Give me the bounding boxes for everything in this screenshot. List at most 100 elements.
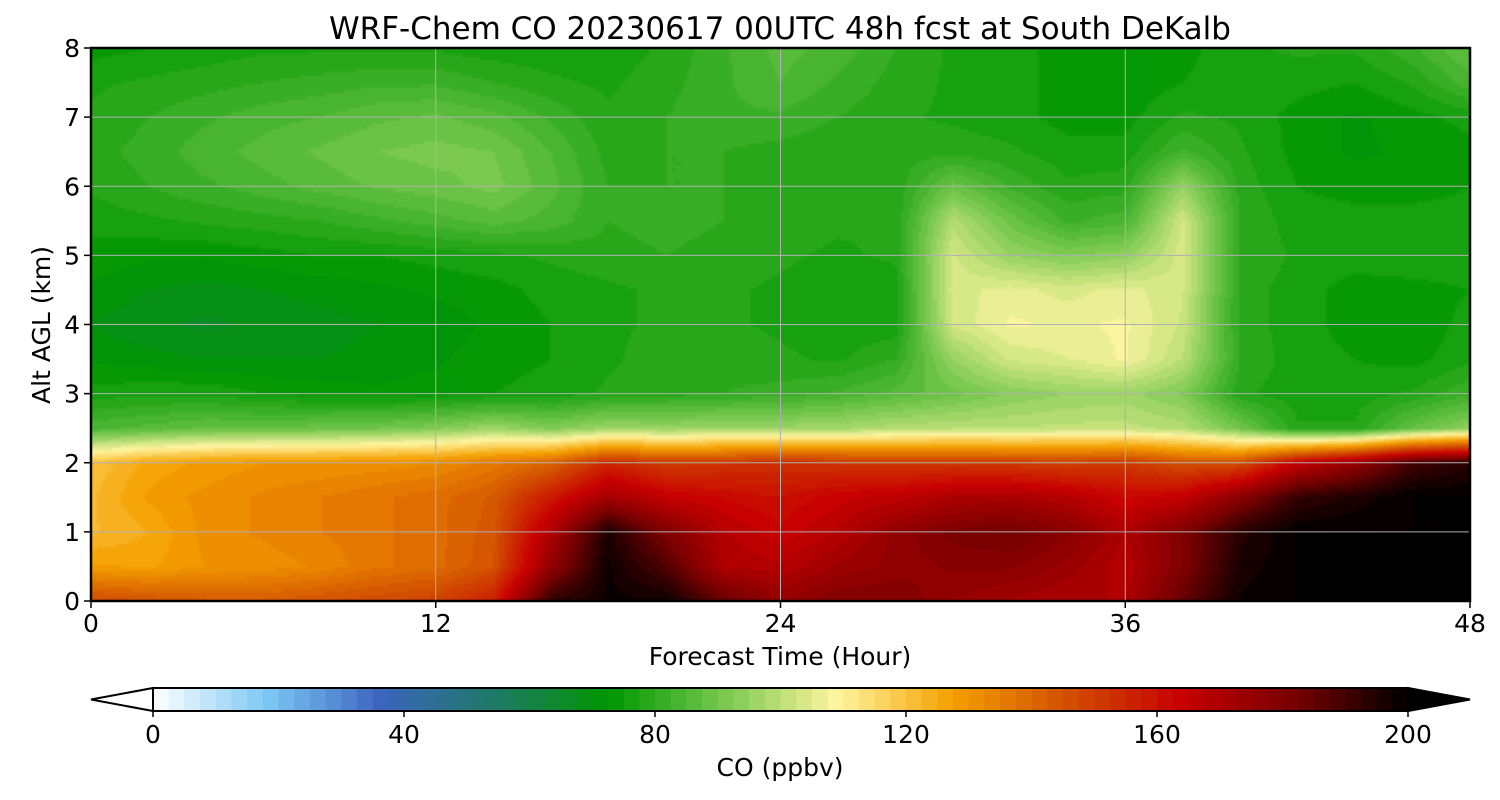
plot-area <box>89 46 1472 603</box>
colorbar-tick-label: 160 <box>1133 720 1181 749</box>
y-axis-label: Alt AGL (km) <box>27 246 56 404</box>
colorbar-segment <box>513 688 531 711</box>
colorbar-segment <box>1204 688 1221 711</box>
colorbar-segment <box>749 688 766 711</box>
colorbar-segment <box>733 688 750 711</box>
colorbar-segment <box>1062 688 1080 711</box>
x-tick-label: 12 <box>420 609 452 638</box>
x-axis: 0 12 24 36 48 <box>83 601 1486 638</box>
colorbar-segment <box>764 688 782 711</box>
colorbar-segment <box>906 688 923 711</box>
colorbar-segment <box>1047 688 1064 711</box>
colorbar-segment <box>529 688 546 711</box>
colorbar-segment <box>200 688 217 711</box>
y-tick-label: 6 <box>64 172 80 201</box>
x-axis-label: Forecast Time (Hour) <box>649 642 912 671</box>
colorbar-segment <box>827 688 844 711</box>
colorbar-segment <box>168 688 185 711</box>
y-tick-label: 4 <box>64 311 80 340</box>
colorbar-min-extend-arrow <box>90 686 154 713</box>
colorbar-segment <box>576 688 593 711</box>
chart-title: WRF-Chem CO 20230617 00UTC 48h fcst at S… <box>329 11 1231 47</box>
colorbar-tick-label: 40 <box>388 720 420 749</box>
colorbar-segment <box>655 688 672 711</box>
y-tick-label: 7 <box>64 103 80 132</box>
colorbar: 0 40 80 120 160 200 CO (ppbv) <box>90 686 1471 782</box>
colorbar-segment <box>482 688 499 711</box>
colorbar-segment <box>1313 688 1331 711</box>
colorbar-segment <box>466 688 484 711</box>
colorbar-segment <box>1000 688 1017 711</box>
colorbar-segment <box>153 688 170 711</box>
colorbar-segment <box>592 688 609 711</box>
colorbar-segment <box>623 688 640 711</box>
colorbar-segment <box>560 688 578 711</box>
grid-lines <box>91 48 1470 601</box>
colorbar-segment <box>294 688 311 711</box>
colorbar-segment <box>1109 688 1127 711</box>
colorbar-segment <box>1015 688 1033 711</box>
colorbar-max-extend-arrow <box>1407 686 1471 713</box>
colorbar-segment <box>1345 688 1362 711</box>
y-tick-label: 5 <box>64 241 80 270</box>
colorbar-segment <box>811 688 829 711</box>
colorbar-segment <box>372 688 389 711</box>
colorbar-segment <box>1392 688 1409 711</box>
colorbar-segment <box>262 688 280 711</box>
colorbar-frame <box>152 687 1409 712</box>
colorbar-tick-label: 0 <box>145 720 161 749</box>
colorbar-ticks: 0 40 80 120 160 200 <box>145 711 1432 749</box>
colorbar-segment <box>1141 688 1158 711</box>
colorbar-tick-label: 200 <box>1384 720 1432 749</box>
x-tick-label: 0 <box>83 609 99 638</box>
colorbar-segment <box>1266 688 1284 711</box>
colorbar-segment <box>215 688 233 711</box>
colorbar-segment <box>1172 688 1189 711</box>
x-tick-label: 48 <box>1454 609 1486 638</box>
colorbar-segment <box>325 688 342 711</box>
colorbar-segment <box>1251 688 1268 711</box>
colorbar-segment <box>1031 688 1048 711</box>
colorbar-segment <box>247 688 264 711</box>
colorbar-segment <box>921 688 938 711</box>
colorbar-segment <box>1376 688 1393 711</box>
y-tick-label: 8 <box>64 34 80 63</box>
colorbar-segment <box>1329 688 1346 711</box>
y-tick-label: 2 <box>64 449 80 478</box>
colorbar-segment <box>639 688 656 711</box>
colorbar-segment <box>309 688 327 711</box>
colorbar-segment <box>670 688 687 711</box>
x-tick-label: 24 <box>765 609 797 638</box>
colorbar-segment <box>388 688 405 711</box>
colorbar-segment <box>341 688 358 711</box>
colorbar-segment <box>498 688 515 711</box>
colorbar-segment <box>874 688 891 711</box>
colorbar-segment <box>1157 688 1174 711</box>
colorbar-segment <box>937 688 954 711</box>
colorbar-segment <box>1360 688 1378 711</box>
colorbar-segment <box>796 688 813 711</box>
colorbar-segment <box>953 688 970 711</box>
colorbar-segment <box>858 688 876 711</box>
colorbar-segment <box>702 688 719 711</box>
colorbar-segment <box>1188 688 1205 711</box>
x-tick-label: 36 <box>1109 609 1141 638</box>
colorbar-segment <box>1235 688 1252 711</box>
colorbar-segment <box>419 688 436 711</box>
colorbar-segment <box>1298 688 1315 711</box>
y-tick-label: 1 <box>64 518 80 547</box>
colorbar-tick-label: 120 <box>882 720 930 749</box>
y-tick-label: 3 <box>64 380 80 409</box>
colorbar-segment <box>717 688 735 711</box>
colorbar-segment <box>984 688 1001 711</box>
colorbar-segment <box>686 688 703 711</box>
colorbar-segment <box>843 688 860 711</box>
y-axis: 0 1 2 3 4 5 6 7 8 <box>64 34 91 616</box>
colorbar-segment <box>1125 688 1142 711</box>
y-tick-label: 0 <box>64 587 80 616</box>
colorbar-segments <box>153 688 1409 711</box>
colorbar-segment <box>404 688 421 711</box>
colorbar-segment <box>184 688 201 711</box>
colorbar-segment <box>607 688 625 711</box>
